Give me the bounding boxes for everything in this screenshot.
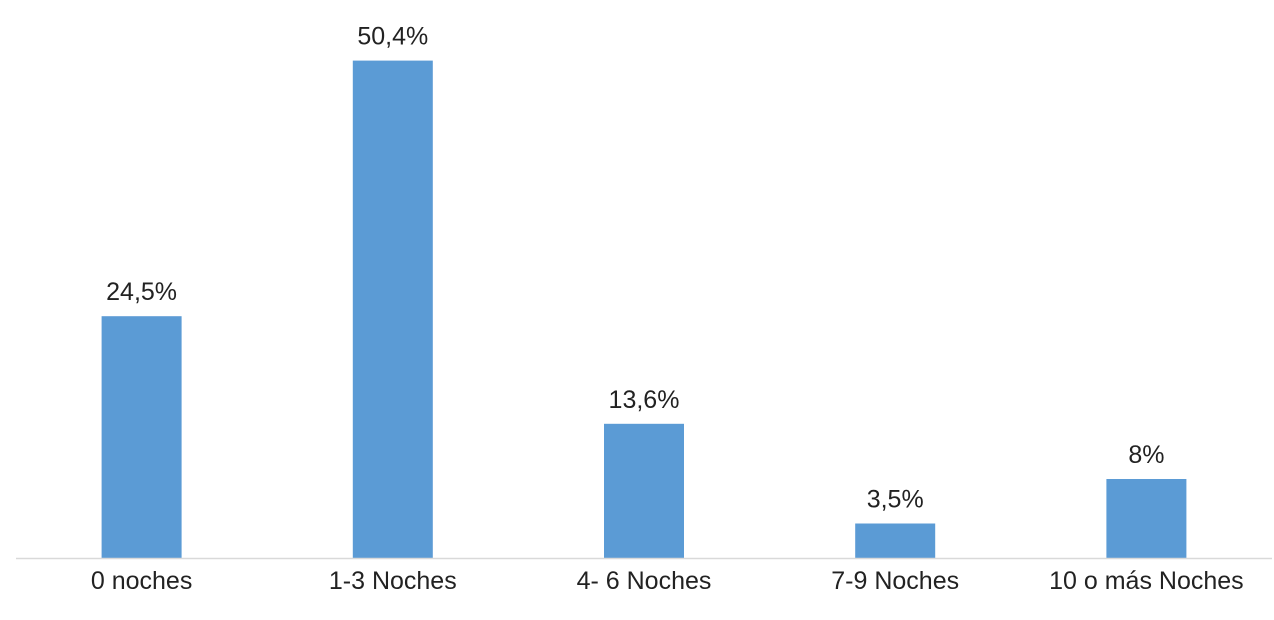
data-label-5: 8% (1128, 441, 1164, 469)
data-label-4: 3,5% (867, 486, 924, 514)
tick-labels-layer: 0 noches 1-3 Noches 4- 6 Noches 7-9 Noches 1… (91, 567, 1244, 595)
bar-2 (352, 60, 433, 558)
x-tick-label-4: 7-9 Noches (831, 567, 959, 595)
x-tick-label-1: 0 noches (91, 567, 192, 595)
bar-3 (604, 423, 684, 558)
data-label-3: 13,6% (609, 386, 680, 414)
bar-4 (855, 523, 936, 558)
x-tick-label-2: 1-3 Noches (329, 567, 457, 595)
bars-layer (101, 60, 1187, 558)
bar-5 (1106, 479, 1187, 558)
x-tick-label-5: 10 o más Noches (1049, 567, 1244, 595)
data-label-2: 50,4% (357, 23, 428, 51)
x-tick-label-3: 4- 6 Noches (577, 567, 712, 595)
data-labels-layer: 24,5% 50,4% 13,6% 3,5% 8% (106, 23, 1164, 514)
bar-1 (101, 316, 182, 558)
data-label-1: 24,5% (106, 278, 177, 306)
